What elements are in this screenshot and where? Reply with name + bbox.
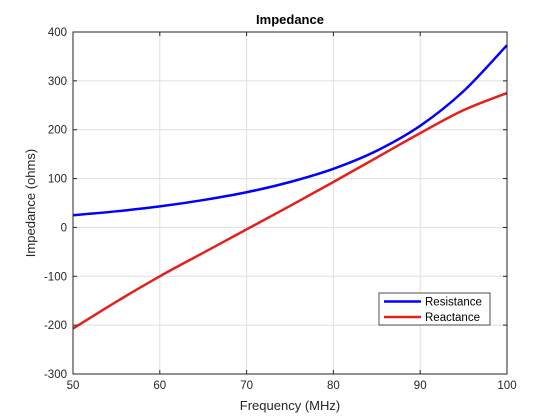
x-axis-label: Frequency (MHz) (240, 398, 340, 413)
x-tick-label: 50 (67, 380, 80, 392)
legend-label-resistance: Resistance (425, 297, 482, 309)
legend-label-reactance: Reactance (425, 312, 480, 324)
y-tick-labels: -300 -200 -100 0 100 200 300 400 (44, 27, 67, 381)
series-line-reactance (72, 91, 508, 330)
axes-box (72, 31, 508, 375)
x-tick-label: 60 (153, 380, 166, 392)
legend-box (378, 292, 491, 326)
y-tick-label: 0 (61, 222, 67, 234)
legend: Resistance Reactance (378, 292, 491, 326)
x-tick-label: 90 (414, 380, 427, 392)
series-lines (72, 44, 508, 330)
y-tick-label: 200 (48, 125, 67, 137)
series-line-resistance (72, 44, 508, 217)
y-tick-label: -200 (44, 320, 67, 332)
x-tick-labels: 50 60 70 80 90 100 (67, 380, 517, 392)
y-axis-label: Impedance (ohms) (23, 149, 38, 257)
chart-title: Impedance (256, 12, 324, 27)
y-tick-label: -300 (44, 369, 67, 381)
x-tick-label: 70 (240, 380, 253, 392)
y-tick-label: 400 (48, 27, 67, 39)
y-tick-label: 300 (48, 76, 67, 88)
y-tick-label: 100 (48, 174, 67, 186)
tick-marks (72, 31, 508, 375)
x-tick-label: 100 (497, 380, 516, 392)
x-tick-label: 80 (327, 380, 340, 392)
y-tick-label: -100 (44, 271, 67, 283)
